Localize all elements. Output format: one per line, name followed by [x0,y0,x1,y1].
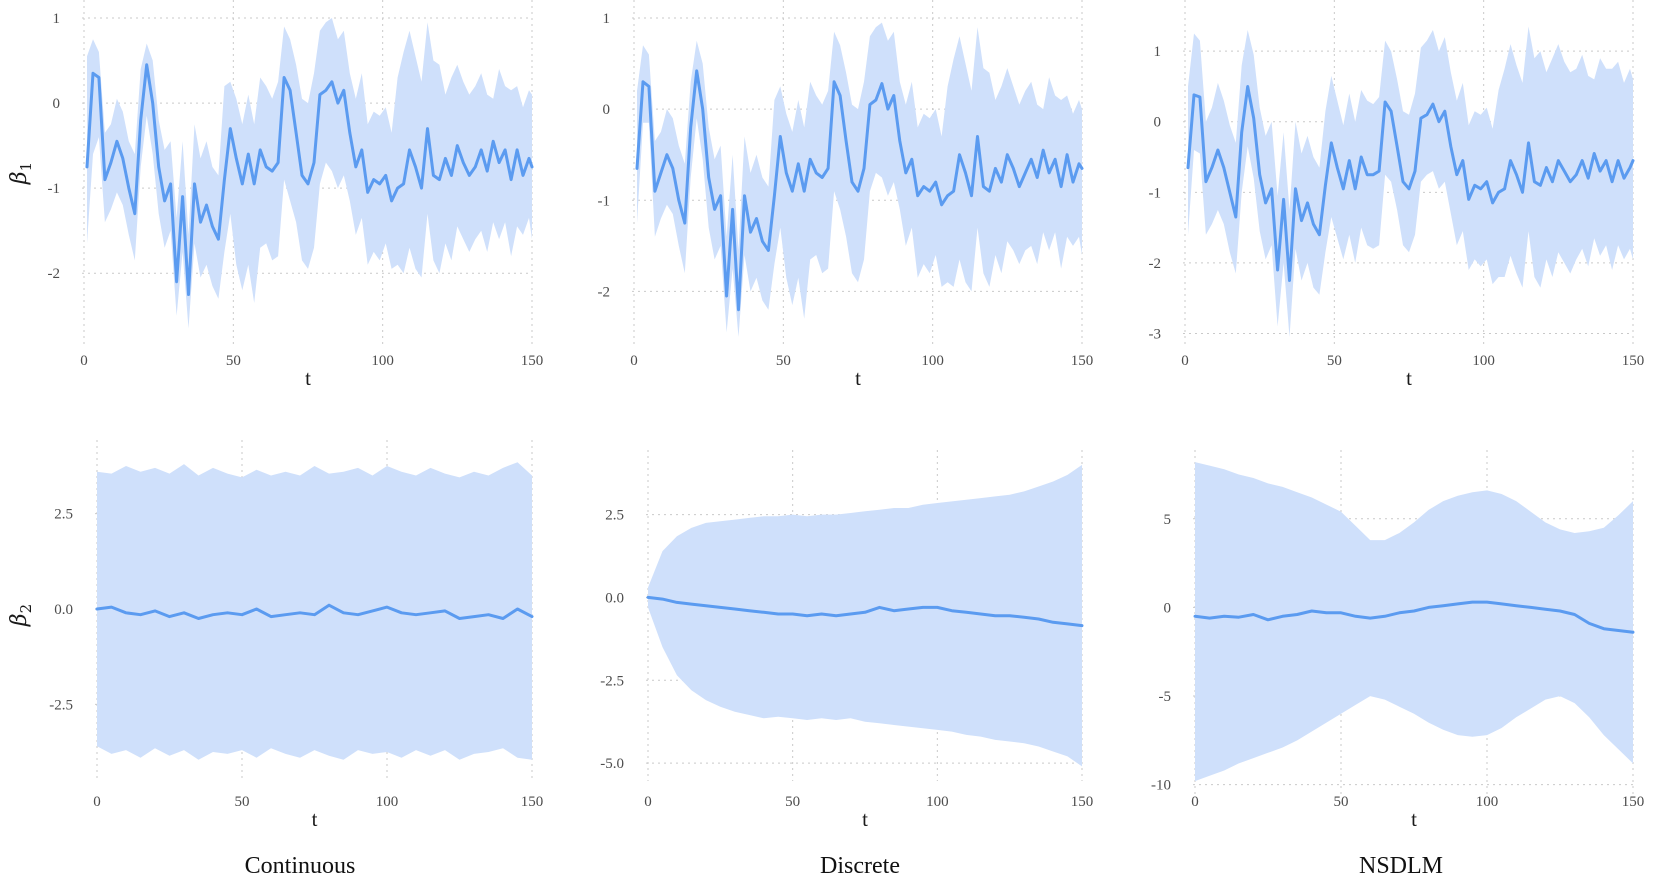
mean-line [85,63,534,296]
y-tick-label: -3 [1149,326,1162,342]
y-tick-label: 1 [53,11,61,27]
x-tick-label: 0 [644,794,652,810]
panel-2: 1 0 -1 -2 0 50 100 150 t [598,0,1094,390]
x-tick-label: 100 [1472,353,1495,369]
x-axis-label: t [1406,366,1412,390]
x-tick-label: 50 [235,794,250,810]
y-tick-label: 0 [1164,600,1172,616]
panel-5: 2.5 0.0 -2.5 -5.0 0 50 100 150 t [600,450,1093,831]
y-tick-label: 0.0 [54,602,73,618]
y-tick-label: -2.5 [600,673,624,689]
credible-band [648,464,1082,767]
y-tick-label: 2.5 [605,508,624,524]
x-tick-label: 100 [376,794,399,810]
x-tick-label: 0 [80,353,88,369]
x-tick-label: 0 [1181,353,1189,369]
row-label-beta1: β1 [7,162,35,185]
x-tick-label: 150 [1622,794,1645,810]
y-tick-label: 0 [1154,115,1162,131]
mean-line [1186,85,1635,282]
y-tick-label: -1 [48,181,61,197]
column-title-continuous: Continuous [245,853,356,879]
x-tick-label: 100 [926,794,949,810]
y-tick-label: 0.0 [605,590,624,606]
y-tick-label: -10 [1151,778,1171,794]
x-tick-label: 150 [1071,353,1094,369]
y-tick-label: 1 [603,11,611,27]
x-axis-label: t [305,366,311,390]
x-tick-label: 150 [1622,353,1645,369]
row-label-beta2: β2 [7,604,35,627]
y-tick-label: -2 [1149,256,1162,272]
y-tick-label: 5 [1164,512,1172,528]
x-tick-label: 150 [521,353,544,369]
mean-line [635,69,1084,312]
mean-line [646,595,1084,628]
x-tick-label: 50 [785,794,800,810]
x-tick-label: 150 [521,794,544,810]
column-title-discrete: Discrete [820,853,900,879]
y-tick-label: 0 [603,102,611,118]
panel-4: 2.5 0.0 -2.5 0 50 100 150 t [49,440,543,831]
x-tick-label: 50 [776,353,791,369]
x-axis-label: t [1411,807,1417,831]
x-tick-label: 50 [226,353,241,369]
x-tick-label: 50 [1334,794,1349,810]
credible-band [97,462,532,760]
x-tick-label: 100 [371,353,394,369]
mean-line [1193,600,1635,634]
x-axis-label: t [862,807,868,831]
x-axis-label: t [312,807,318,831]
x-tick-label: 0 [1191,794,1199,810]
x-tick-label: 0 [630,353,638,369]
x-tick-label: 50 [1327,353,1342,369]
mean-line [95,603,534,620]
y-tick-label: -5 [1159,689,1172,705]
y-tick-label: -1 [598,193,611,209]
x-tick-label: 0 [93,794,101,810]
x-axis-label: t [855,366,861,390]
x-tick-label: 100 [921,353,944,369]
y-tick-label: -2 [48,266,61,282]
y-tick-label: -1 [1149,185,1162,201]
x-tick-label: 100 [1476,794,1499,810]
column-title-nsdlm: NSDLM [1359,853,1443,879]
credible-band [1195,462,1633,782]
y-tick-label: 1 [1154,44,1162,60]
y-tick-label: 0 [53,96,61,112]
x-tick-label: 150 [1071,794,1094,810]
panel-3: 1 0 -1 -2 -3 0 50 100 150 t [1149,0,1645,390]
panel-1: 1 0 -1 -2 0 50 100 150 t [48,0,544,390]
y-tick-label: 2.5 [54,507,73,523]
y-tick-label: -2.5 [49,697,73,713]
y-tick-label: -5.0 [600,756,624,772]
y-tick-label: -2 [598,284,611,300]
